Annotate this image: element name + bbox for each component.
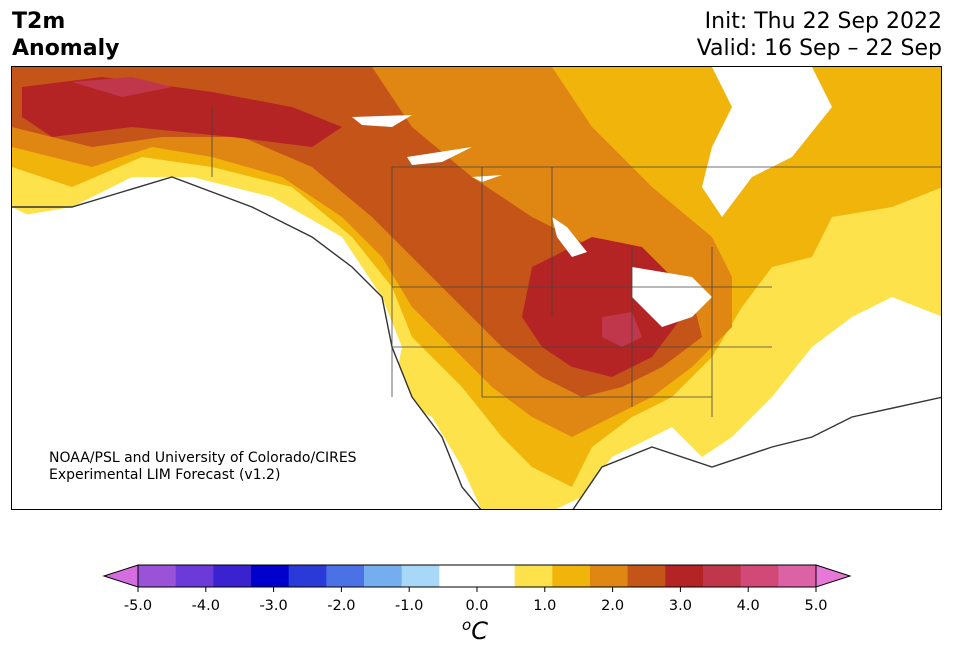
colorbar-min-arrow: [102, 564, 139, 588]
colorbar-outline: [137, 564, 817, 588]
state-borders: [211, 107, 941, 417]
colorbar-cell: [627, 565, 666, 587]
credit-text: NOAA/PSL and University of Colorado/CIRE…: [49, 450, 357, 484]
colorbar-cell: [175, 565, 214, 587]
colorbar-tick-label: 3.0: [668, 598, 692, 614]
unit-degree: o: [462, 616, 472, 634]
colorbar-tick-label: 0.0: [465, 598, 489, 614]
colorbar-tick-label: -5.0: [123, 598, 153, 614]
gulf-of-mexico: [573, 397, 941, 509]
pacific-ocean: [12, 187, 481, 509]
title-line-2: Anomaly: [12, 36, 120, 61]
forecast-dates: Init: Thu 22 Sep 2022 Valid: 16 Sep – 22…: [697, 8, 942, 62]
colorbar-tick-label: 5.0: [804, 598, 828, 614]
valid-date: Valid: 16 Sep – 22 Sep: [696, 36, 942, 61]
colorbar-tick-label: 2.0: [601, 598, 625, 614]
init-date: Init: Thu 22 Sep 2022: [704, 9, 942, 34]
colorbar-cell: [552, 565, 591, 587]
colorbar-cell: [251, 565, 290, 587]
colorbar-cell: [477, 565, 516, 587]
colorbar-unit: oC: [462, 616, 488, 645]
unit-letter: C: [471, 617, 488, 645]
colorbar-tick-label: 4.0: [736, 598, 760, 614]
colorbar-tick-label: -4.0: [191, 598, 220, 614]
colorbar-cell: [326, 565, 365, 587]
colorbar-tick-label: -2.0: [327, 598, 356, 614]
credit-line-2: Experimental LIM Forecast (v1.2): [49, 467, 281, 483]
coastline: [12, 176, 941, 509]
colorbar-cell: [288, 565, 327, 587]
colorbar-cell: [665, 565, 704, 587]
colorbar-cell: [740, 565, 779, 587]
lakes: [352, 115, 712, 327]
colorbar-tick-label: -3.0: [259, 598, 288, 614]
colorbar-cell: [703, 565, 742, 587]
colorbar-tick-label: -1.0: [395, 598, 424, 614]
anomaly-map: [11, 66, 942, 510]
colorbar-cell: [213, 565, 252, 587]
colorbar-tick-label: 1.0: [533, 598, 557, 614]
colorbar-cell: [778, 565, 817, 587]
colorbar-cell: [364, 565, 403, 587]
colorbar-cell: [514, 565, 553, 587]
colorbar-max-arrow: [815, 564, 852, 588]
anomaly-map-svg: [12, 67, 941, 509]
colorbar-cell: [138, 565, 177, 587]
colorbar-cell: [401, 565, 440, 587]
map-title: T2m Anomaly: [12, 8, 119, 62]
hudson-bay: [702, 67, 832, 217]
credit-line-1: NOAA/PSL and University of Colorado/CIRE…: [49, 450, 357, 466]
colorbar-cell: [439, 565, 478, 587]
title-line-1: T2m: [12, 9, 66, 34]
colorbar-cell: [590, 565, 629, 587]
